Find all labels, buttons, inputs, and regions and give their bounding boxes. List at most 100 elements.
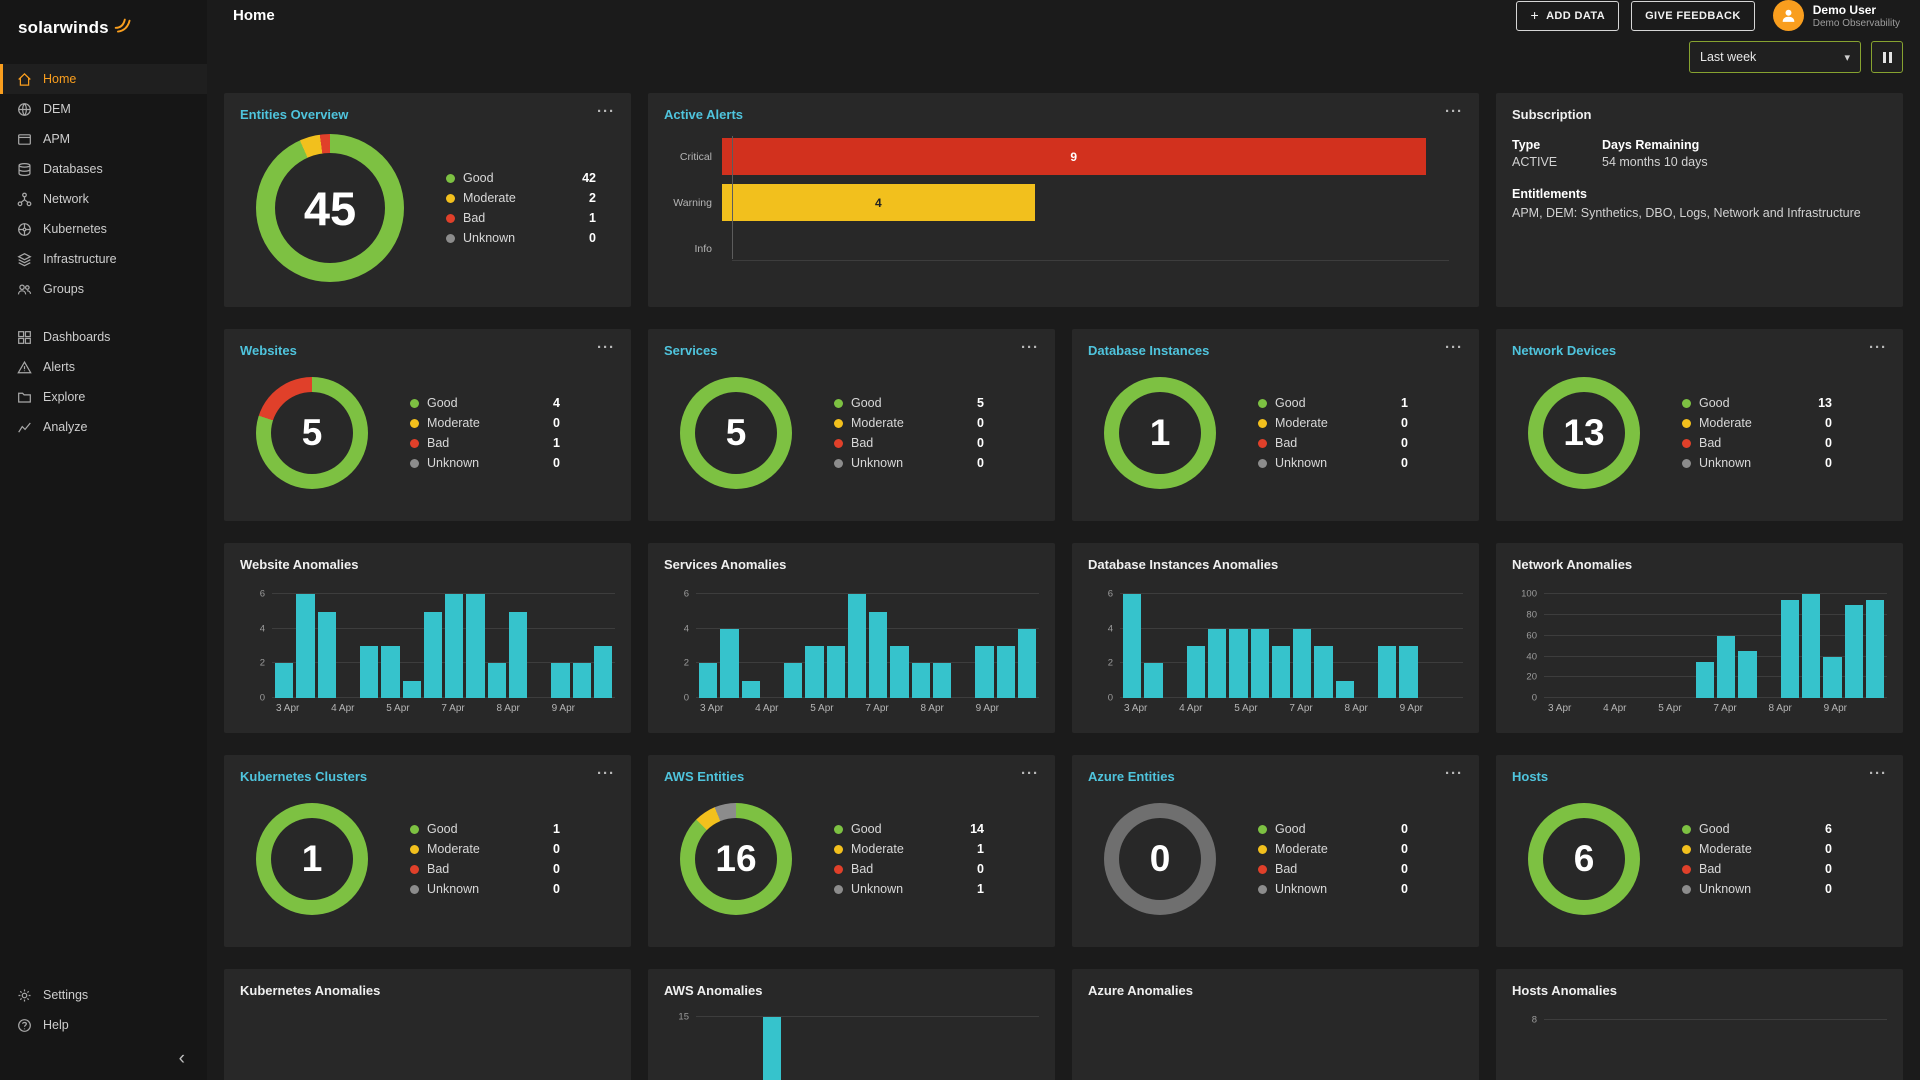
status-dot-good-icon <box>446 173 455 183</box>
legend-value: 1 <box>977 882 984 896</box>
x-axis-label: 7 Apr <box>865 703 889 714</box>
gridline <box>1544 1019 1887 1021</box>
pause-button[interactable] <box>1871 41 1903 73</box>
time-range-select[interactable]: Last week ▾ <box>1689 41 1861 73</box>
sidebar-item-home[interactable]: Home <box>0 64 207 94</box>
sidebar-item-databases[interactable]: Databases <box>0 154 207 184</box>
legend-value: 4 <box>553 396 560 410</box>
anomaly-bar <box>1865 599 1884 698</box>
sidebar-item-groups[interactable]: Groups <box>0 274 207 304</box>
card-title-link[interactable]: Network Devices <box>1512 343 1617 358</box>
status-dot-unknown-icon <box>410 458 419 468</box>
legend-label: Good <box>427 396 458 410</box>
sidebar-collapse-row: ‹ <box>0 1040 207 1080</box>
card-title-link[interactable]: Azure Entities <box>1088 769 1175 784</box>
legend-value: 0 <box>553 882 560 896</box>
card-menu-icon[interactable]: ··· <box>597 103 615 120</box>
user-menu[interactable]: Demo User Demo Observability <box>1772 0 1900 31</box>
status-dot-moderate-icon <box>834 844 843 854</box>
gridline <box>272 662 615 664</box>
anomaly-bar <box>381 646 400 698</box>
sidebar-item-dashboards[interactable]: Dashboards <box>0 322 207 352</box>
card-aws-entities: AWS Entities ··· 16 Good 14 Moderate 1 Bad 0 Unkn… <box>648 755 1055 947</box>
card-azure-entities: Azure Entities ··· 0 Good 0 Moderate 0 Bad 0 Unkn… <box>1072 755 1479 947</box>
y-axis-label: 0 <box>1107 692 1113 704</box>
card-menu-icon[interactable]: ··· <box>1445 765 1463 782</box>
sidebar-item-settings[interactable]: Settings <box>0 980 207 1010</box>
sidebar-item-dem[interactable]: DEM <box>0 94 207 124</box>
settings-icon <box>18 989 31 1001</box>
plot-area <box>1120 584 1463 698</box>
legend-value: 0 <box>1401 822 1408 836</box>
y-axis <box>240 1010 272 1080</box>
sidebar-item-explore[interactable]: Explore <box>0 382 207 412</box>
x-axis-label: 3 Apr <box>1124 703 1148 714</box>
card-menu-icon[interactable]: ··· <box>1021 339 1039 356</box>
status-dot-bad-icon <box>1258 864 1267 874</box>
legend-label: Good <box>1275 822 1306 836</box>
sidebar-item-kubernetes[interactable]: Kubernetes <box>0 214 207 244</box>
x-axis-label: 8 Apr <box>1768 703 1792 714</box>
card-menu-icon[interactable]: ··· <box>1869 339 1887 356</box>
x-axis-label: 4 Apr <box>1179 703 1203 714</box>
card-title-link[interactable]: AWS Entities <box>664 769 745 784</box>
gridline <box>696 627 1039 629</box>
sidebar-item-help[interactable]: Help <box>0 1010 207 1040</box>
y-axis-label: 0 <box>1531 692 1537 704</box>
y-axis-label: 2 <box>683 657 689 669</box>
anomaly-bar <box>847 594 866 698</box>
card-title-link[interactable]: Database Instances <box>1088 343 1210 358</box>
legend-label: Bad <box>851 436 874 450</box>
sidebar-item-infrastructure[interactable]: Infrastructure <box>0 244 207 274</box>
anomaly-bar <box>1335 680 1354 698</box>
sidebar-item-network[interactable]: Network <box>0 184 207 214</box>
legend-value: 6 <box>1825 822 1832 836</box>
legend-value: 0 <box>553 416 560 430</box>
alert-track <box>722 230 1449 267</box>
x-axis-label: 5 Apr <box>810 703 834 714</box>
card-menu-icon[interactable]: ··· <box>1445 339 1463 356</box>
add-data-button[interactable]: + ADD DATA <box>1516 0 1620 31</box>
anomaly-bar <box>1717 635 1736 698</box>
card-title-link[interactable]: Kubernetes Clusters <box>240 769 368 784</box>
sidebar-item-apm[interactable]: APM <box>0 124 207 154</box>
card-menu-icon[interactable]: ··· <box>1021 765 1039 782</box>
legend-label: Unknown <box>463 231 516 245</box>
anomaly-bar <box>593 646 612 698</box>
legend-value: 1 <box>553 436 560 450</box>
x-axis-label: 5 Apr <box>386 703 410 714</box>
legend-value: 13 <box>1818 396 1832 410</box>
sidebar-item-alerts[interactable]: Alerts <box>0 352 207 382</box>
card-menu-icon[interactable]: ··· <box>597 339 615 356</box>
card-title-link[interactable]: Services <box>664 343 718 358</box>
x-axis-label: 4 Apr <box>1603 703 1627 714</box>
card-menu-icon[interactable]: ··· <box>597 765 615 782</box>
x-axis-label: 7 Apr <box>1713 703 1737 714</box>
donut-total: 16 <box>715 838 757 879</box>
card-website-anomalies: Website Anomalies 0 2 4 6 3 Apr 4 Apr 5 Apr 7 Ap… <box>224 543 631 733</box>
anomaly-bar <box>784 663 803 698</box>
gridline <box>696 593 1039 595</box>
x-axis-label: 7 Apr <box>1289 703 1313 714</box>
sidebar-item-analyze[interactable]: Analyze <box>0 412 207 442</box>
solarwinds-logo[interactable]: solarwinds <box>0 0 207 64</box>
collapse-sidebar-icon[interactable]: ‹ <box>178 1048 185 1069</box>
card-title-link[interactable]: Entities Overview <box>240 107 349 122</box>
card-title: Website Anomalies <box>240 557 359 572</box>
card-title-link[interactable]: Websites <box>240 343 297 358</box>
card-title-link[interactable]: Active Alerts <box>664 107 743 122</box>
card-menu-icon[interactable]: ··· <box>1445 103 1463 120</box>
give-feedback-button[interactable]: GIVE FEEDBACK <box>1631 0 1755 31</box>
kubernetes-icon <box>18 222 31 236</box>
card-menu-icon[interactable]: ··· <box>1869 765 1887 782</box>
status-dot-moderate-icon <box>410 844 419 854</box>
chevron-down-icon: ▾ <box>1844 51 1850 64</box>
card-title-link[interactable]: Hosts <box>1512 769 1549 784</box>
legend-row-moderate: Moderate 0 <box>410 413 560 433</box>
legend-label: Good <box>1275 396 1306 410</box>
y-axis: 0 2 4 6 <box>664 584 696 704</box>
legend-label: Good <box>463 171 494 185</box>
add-data-label: ADD DATA <box>1546 9 1606 22</box>
bar-series <box>272 584 615 698</box>
legend-row-moderate: Moderate 0 <box>834 413 984 433</box>
